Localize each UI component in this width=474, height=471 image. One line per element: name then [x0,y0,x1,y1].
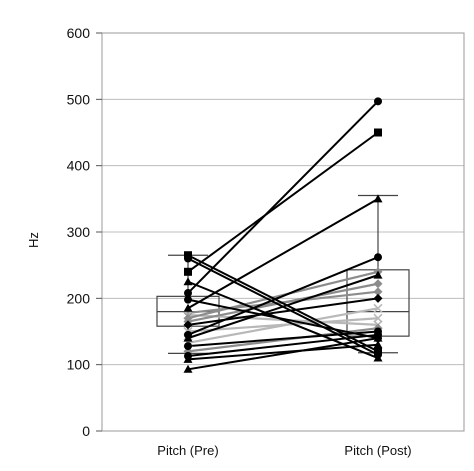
data-point [184,289,192,298]
y-tick-label: 100 [67,357,91,373]
subject-line [187,297,379,326]
subject-line [187,254,379,353]
subject-line [187,256,379,336]
subject-line [187,100,379,294]
data-point [373,340,383,349]
x-category-labels: Pitch (Pre) Pitch (Post) [157,443,411,458]
y-tick-label: 300 [67,224,91,240]
subject-line [187,337,379,371]
subject-line [187,197,379,310]
y-axis-label: Hz [26,232,41,248]
markers [183,97,383,373]
subject-line [187,274,379,340]
data-point [373,333,383,342]
data-point [184,254,192,263]
data-point [373,313,383,323]
subject-line [187,333,379,358]
data-point [373,194,383,203]
data-point [184,267,192,276]
data-point [374,128,382,137]
data-point [374,253,382,262]
data-point [373,353,383,362]
data-point [183,303,193,312]
subject-line [187,307,379,344]
data-point [374,97,382,106]
data-point [183,364,193,373]
data-point [373,287,383,297]
data-point [183,354,193,363]
data-point-stroke [373,303,383,313]
y-tick-label: 0 [82,423,90,439]
data-point [184,295,192,304]
paired-lines [187,100,379,371]
y-tick-labels: 0 100 200 300 400 500 600 [67,25,102,439]
data-point [183,320,193,330]
x-category-label: Pitch (Post) [344,443,411,458]
data-point [183,277,193,286]
data-point [373,270,383,279]
data-point [184,342,192,351]
data-point-stroke [373,313,383,323]
data-point [373,303,383,313]
y-tick-label: 400 [67,158,91,174]
subject-line [187,343,379,361]
gridlines [102,98,464,366]
subject-line [187,131,379,273]
subject-line [187,330,379,348]
data-point [373,293,383,303]
y-tick-label: 200 [67,290,91,306]
y-tick-label: 500 [67,91,91,107]
data-point [183,333,193,342]
subject-line [187,298,379,340]
y-tick-label: 600 [67,25,91,41]
data-point [373,279,383,289]
x-category-label: Pitch (Pre) [157,443,218,458]
